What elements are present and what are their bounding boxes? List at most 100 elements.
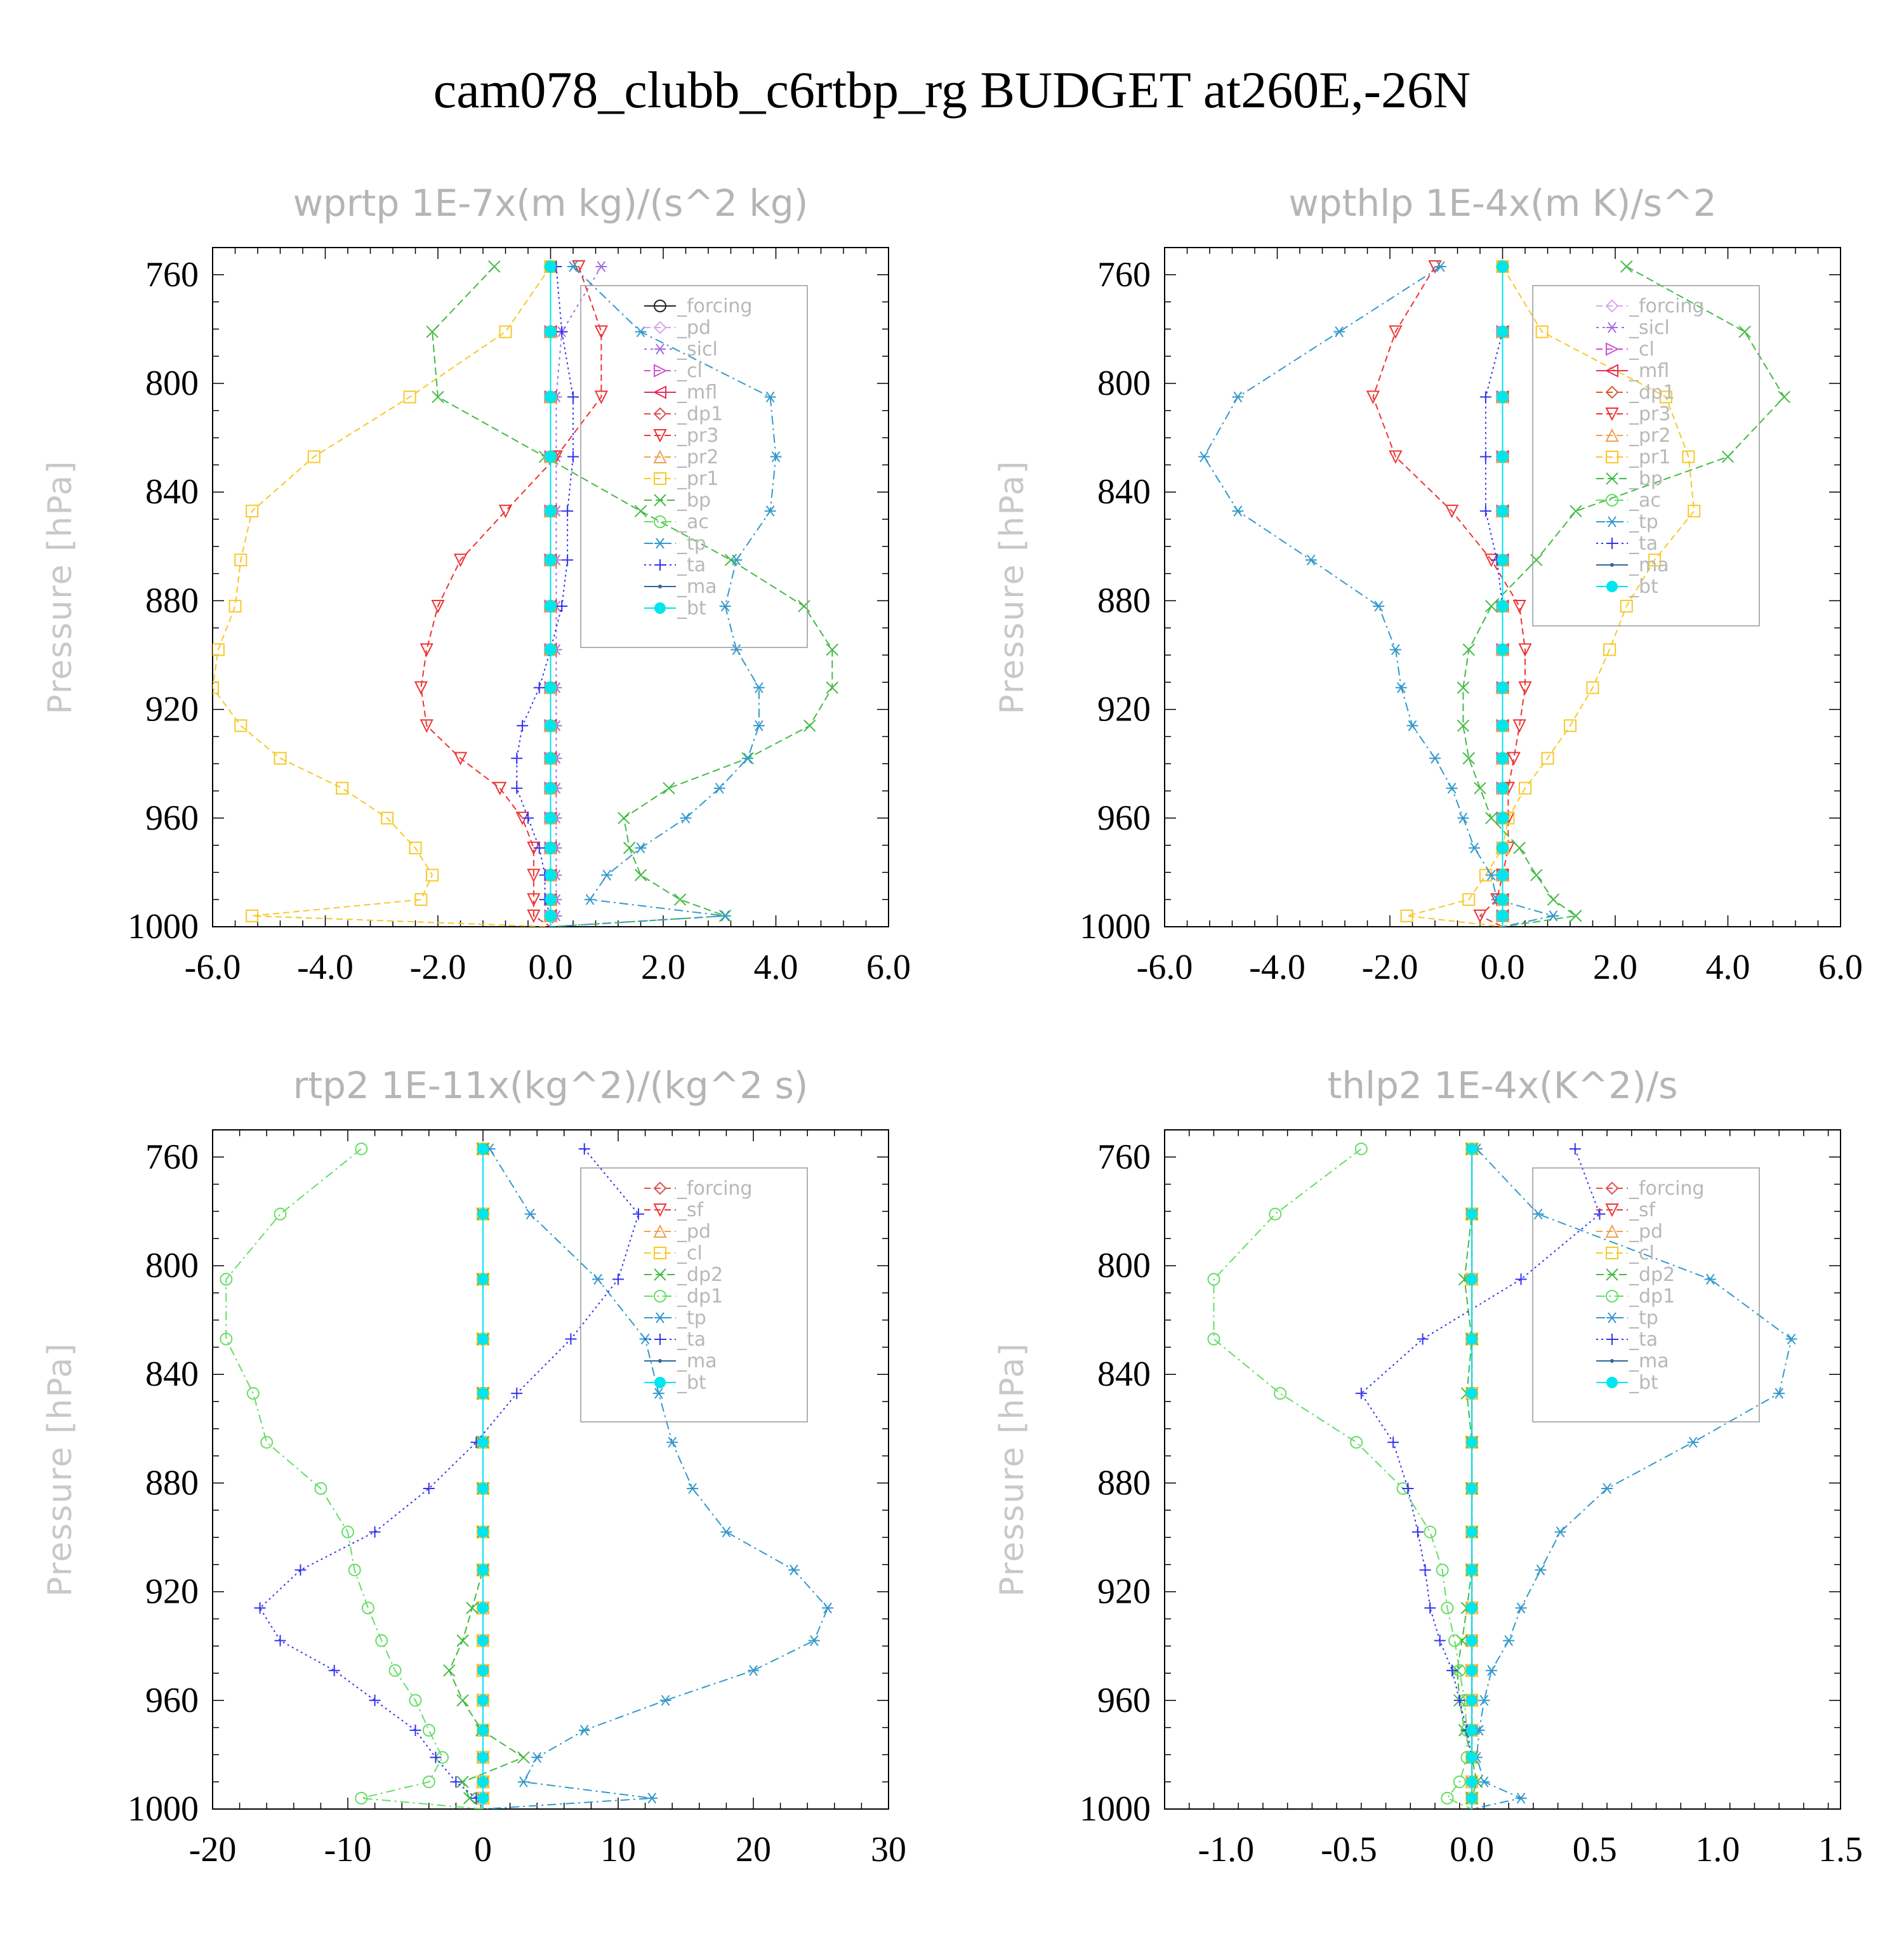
- point-ta: [517, 720, 529, 732]
- point-dp1: [1448, 1634, 1461, 1647]
- point-bt: [1466, 1602, 1478, 1614]
- legend-label: _pr2: [1629, 425, 1670, 447]
- legend-label: _ta: [1629, 1329, 1658, 1351]
- x-tick-label: 30: [871, 1830, 906, 1869]
- point-ta: [1424, 1602, 1436, 1614]
- point-tp: [753, 720, 765, 731]
- legend-label: _forcing: [1629, 1177, 1704, 1200]
- legend-marker: [1605, 1203, 1619, 1217]
- x-tick-label: 0: [474, 1830, 492, 1869]
- legend-marker: [653, 1181, 667, 1195]
- point-tp: [680, 812, 692, 824]
- legend-box: [580, 1167, 808, 1422]
- figure-title: cam078_clubb_c6rtbp_rg BUDGET at260E,-26…: [433, 61, 1471, 119]
- point-tp: [719, 600, 731, 612]
- point-tp: [1535, 1564, 1547, 1575]
- point-tp: [1395, 682, 1407, 693]
- y-tick-label: 960: [1097, 799, 1151, 838]
- point-ta: [578, 1143, 590, 1155]
- x-tick-label: 4.0: [1706, 948, 1750, 987]
- legend-entry-sicl: _sicl: [644, 338, 718, 361]
- x-tick-label: -0.5: [1321, 1830, 1377, 1869]
- point-ta: [423, 1482, 435, 1494]
- point-tp: [1515, 1602, 1527, 1614]
- legend-entry-bp: _bp: [644, 489, 711, 512]
- point-ta: [369, 1694, 381, 1706]
- legend-marker: [658, 1359, 662, 1363]
- legend-entry-sf: _sf: [644, 1199, 704, 1221]
- point-ta: [1515, 1273, 1527, 1285]
- legend: _forcing_sicl_cl_mfl_dp1_pr3_pr2_pr1_bp_…: [1532, 285, 1760, 627]
- point-dp1: [375, 1634, 388, 1647]
- point-pr1: [1400, 909, 1413, 922]
- y-axis-label: Pressure [hPa]: [993, 460, 1031, 715]
- point-dp1: [220, 1332, 233, 1346]
- series-line-pr1: [1406, 266, 1695, 927]
- y-axis-label: Pressure [hPa]: [41, 1343, 79, 1597]
- point-tp: [1478, 1776, 1490, 1787]
- y-tick-label: 960: [145, 1681, 199, 1720]
- y-tick-label: 1000: [1080, 907, 1151, 946]
- point-pr1: [499, 325, 512, 338]
- y-tick-label: 920: [1097, 690, 1151, 729]
- point-bt: [1497, 600, 1509, 612]
- point-dp1: [246, 1387, 260, 1400]
- point-tp: [1429, 753, 1441, 764]
- legend-entry-pr2: _pr2: [644, 446, 718, 468]
- point-tp: [731, 644, 743, 656]
- legend-entry-ma: _ma: [1596, 1350, 1669, 1372]
- legend-label: _pr1: [1629, 446, 1670, 468]
- legend-label: _cl: [1629, 338, 1655, 361]
- legend: _forcing_pd_sicl_cl_mfl_dp1_pr3_pr2_pr1_…: [580, 285, 808, 648]
- legend-entry-pr3: _pr3: [1596, 403, 1670, 425]
- x-tick-label: 0.0: [1481, 948, 1525, 987]
- series-line-dp1: [225, 1148, 484, 1809]
- point-bt: [545, 260, 557, 272]
- legend-label: _ta: [677, 1329, 706, 1351]
- point-bt: [477, 1482, 489, 1494]
- point-tp: [1601, 1483, 1613, 1494]
- point-ta: [1411, 1526, 1424, 1538]
- point-tp: [753, 682, 765, 693]
- point-ta: [1355, 1388, 1367, 1400]
- point-tp: [578, 1725, 590, 1736]
- point-pr3: [594, 325, 608, 339]
- point-pr3: [1512, 719, 1526, 733]
- legend-marker: [1606, 1377, 1618, 1388]
- legend-label: _cl: [677, 360, 703, 382]
- point-ta: [612, 1273, 624, 1285]
- point-dp2: [466, 1601, 479, 1614]
- point-bt: [477, 1273, 489, 1285]
- legend-label: _mfl: [677, 381, 717, 404]
- point-pr1: [403, 390, 416, 404]
- point-tp: [1373, 600, 1385, 612]
- point-ta: [409, 1724, 421, 1736]
- point-bt: [1466, 1724, 1478, 1736]
- y-tick-label: 880: [1097, 581, 1151, 620]
- y-tick-label: 840: [1097, 1355, 1151, 1394]
- legend-marker: [1604, 364, 1618, 378]
- legend-entry-bp: _bp: [1596, 468, 1663, 490]
- point-bt: [1497, 910, 1509, 922]
- point-pr1: [381, 811, 394, 825]
- legend-marker: [652, 385, 666, 399]
- point-ta: [565, 1333, 577, 1345]
- point-pr1: [1648, 554, 1662, 567]
- legend-entry-tp: _tp: [1596, 1307, 1658, 1329]
- point-tp: [1406, 720, 1418, 731]
- point-bp: [1738, 325, 1751, 338]
- chart-svg: wprtp 1E-7x(m kg)/(s^2 kg) Pressure [hPa]…: [41, 182, 911, 987]
- point-tp: [719, 910, 731, 922]
- point-bt: [545, 812, 557, 824]
- point-ta: [1569, 1143, 1581, 1155]
- point-tp: [742, 753, 754, 764]
- point-tp: [1478, 1695, 1490, 1706]
- point-ta: [328, 1664, 340, 1676]
- legend-marker: [1606, 342, 1620, 356]
- y-tick-label: 1000: [128, 1789, 199, 1829]
- legend-entry-pr1: _pr1: [644, 468, 718, 490]
- point-tp: [1687, 1436, 1699, 1448]
- point-pr1: [1603, 643, 1616, 656]
- point-bp: [432, 390, 444, 404]
- point-tp: [1434, 261, 1446, 272]
